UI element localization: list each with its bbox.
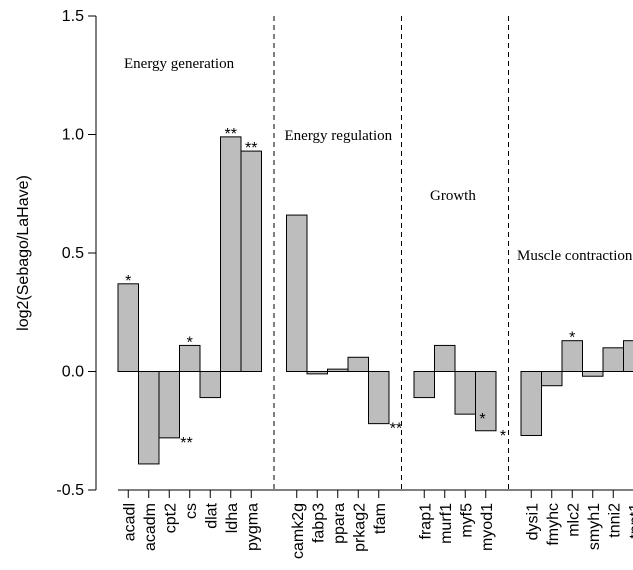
bar-tnni2 xyxy=(602,347,624,372)
x-tick-label: cpt2 xyxy=(162,503,179,533)
x-tick-label: myf5 xyxy=(458,503,475,538)
x-tick-label: dlat xyxy=(203,502,220,528)
bar-tnnt1 xyxy=(623,340,633,373)
group-label: Energy generation xyxy=(124,56,235,72)
y-tick-label: 0.0 xyxy=(62,364,84,381)
significance-marker: * xyxy=(500,428,506,445)
significance-marker: * xyxy=(479,411,485,428)
x-tick-label: camk2g xyxy=(290,503,307,559)
x-tick-label: frap1 xyxy=(417,503,434,540)
bar-fabp3 xyxy=(306,371,328,375)
x-tick-label: fabp3 xyxy=(310,503,327,543)
significance-marker: ** xyxy=(225,126,237,143)
x-tick-label: acadl xyxy=(121,503,138,541)
significance-marker: * xyxy=(569,330,575,347)
significance-marker: * xyxy=(187,334,193,351)
x-tick-label: cs xyxy=(183,503,200,519)
bar-cs xyxy=(179,344,201,372)
x-tick-label: murf1 xyxy=(438,503,455,544)
y-tick-label: 1.5 xyxy=(62,8,84,25)
bars xyxy=(117,136,633,465)
bar-dysi1 xyxy=(520,371,542,436)
x-axis: acadl acadm cpt2 cs dlat ldha pygma camk2g fabp3… xyxy=(118,371,633,559)
y-axis-label: log2(Sebago/LaHave) xyxy=(15,175,32,331)
significance-markers: ************* xyxy=(125,126,575,452)
significance-marker: * xyxy=(125,273,131,290)
x-tick-label: ldha xyxy=(224,503,241,533)
bar-fmyhc xyxy=(541,371,563,387)
significance-marker: ** xyxy=(245,140,257,157)
group-label: Muscle contraction xyxy=(517,248,633,264)
bar-frap1 xyxy=(413,371,435,399)
x-tick-label: tfam xyxy=(372,503,389,534)
bar-myf5 xyxy=(454,371,476,415)
x-tick-label: acadm xyxy=(142,503,159,551)
significance-marker: ** xyxy=(390,421,402,438)
y-axis: 1.5 1.0 0.5 0.0 -0.5 log2(Sebago/LaHave) xyxy=(15,8,97,499)
y-tick-label: 0.5 xyxy=(62,245,84,262)
bar-camk2g xyxy=(286,214,308,372)
bar-pygma xyxy=(240,150,262,372)
y-tick-label: -0.5 xyxy=(56,482,84,499)
x-tick-label: tnni2 xyxy=(606,503,623,538)
bar-prkag2 xyxy=(347,356,369,372)
x-tick-label: smyh1 xyxy=(586,503,603,550)
bar-ldha xyxy=(220,136,242,372)
significance-marker: ** xyxy=(180,435,192,452)
x-tick-label: dysi1 xyxy=(524,503,541,540)
bar-myod1 xyxy=(475,371,497,432)
group-labels: Energy generation Energy regulation Growth… xyxy=(124,56,633,264)
bar-ppara xyxy=(327,368,349,373)
x-tick-label: mlc2 xyxy=(565,503,582,537)
bar-acadm xyxy=(138,371,160,465)
bar-smyh1 xyxy=(582,371,604,377)
x-tick-label: fmyhc xyxy=(545,503,562,546)
x-tick-label: ppara xyxy=(331,503,348,544)
group-separators xyxy=(273,16,509,490)
x-tick-label: prkag2 xyxy=(351,503,368,552)
bar-murf1 xyxy=(434,344,456,372)
x-tick-label: tnnt1 xyxy=(627,503,633,539)
group-label: Growth xyxy=(430,188,476,204)
bar-dlat xyxy=(199,371,221,399)
bar-acadl xyxy=(117,283,139,372)
x-tick-label: pygma xyxy=(244,503,261,551)
x-tick-label: myod1 xyxy=(479,503,496,551)
bar-mlc2 xyxy=(561,340,583,373)
y-tick-label: 1.0 xyxy=(62,127,84,144)
group-label: Energy regulation xyxy=(285,128,393,144)
bar-tfam xyxy=(368,371,390,425)
bar-cpt2 xyxy=(158,371,180,439)
